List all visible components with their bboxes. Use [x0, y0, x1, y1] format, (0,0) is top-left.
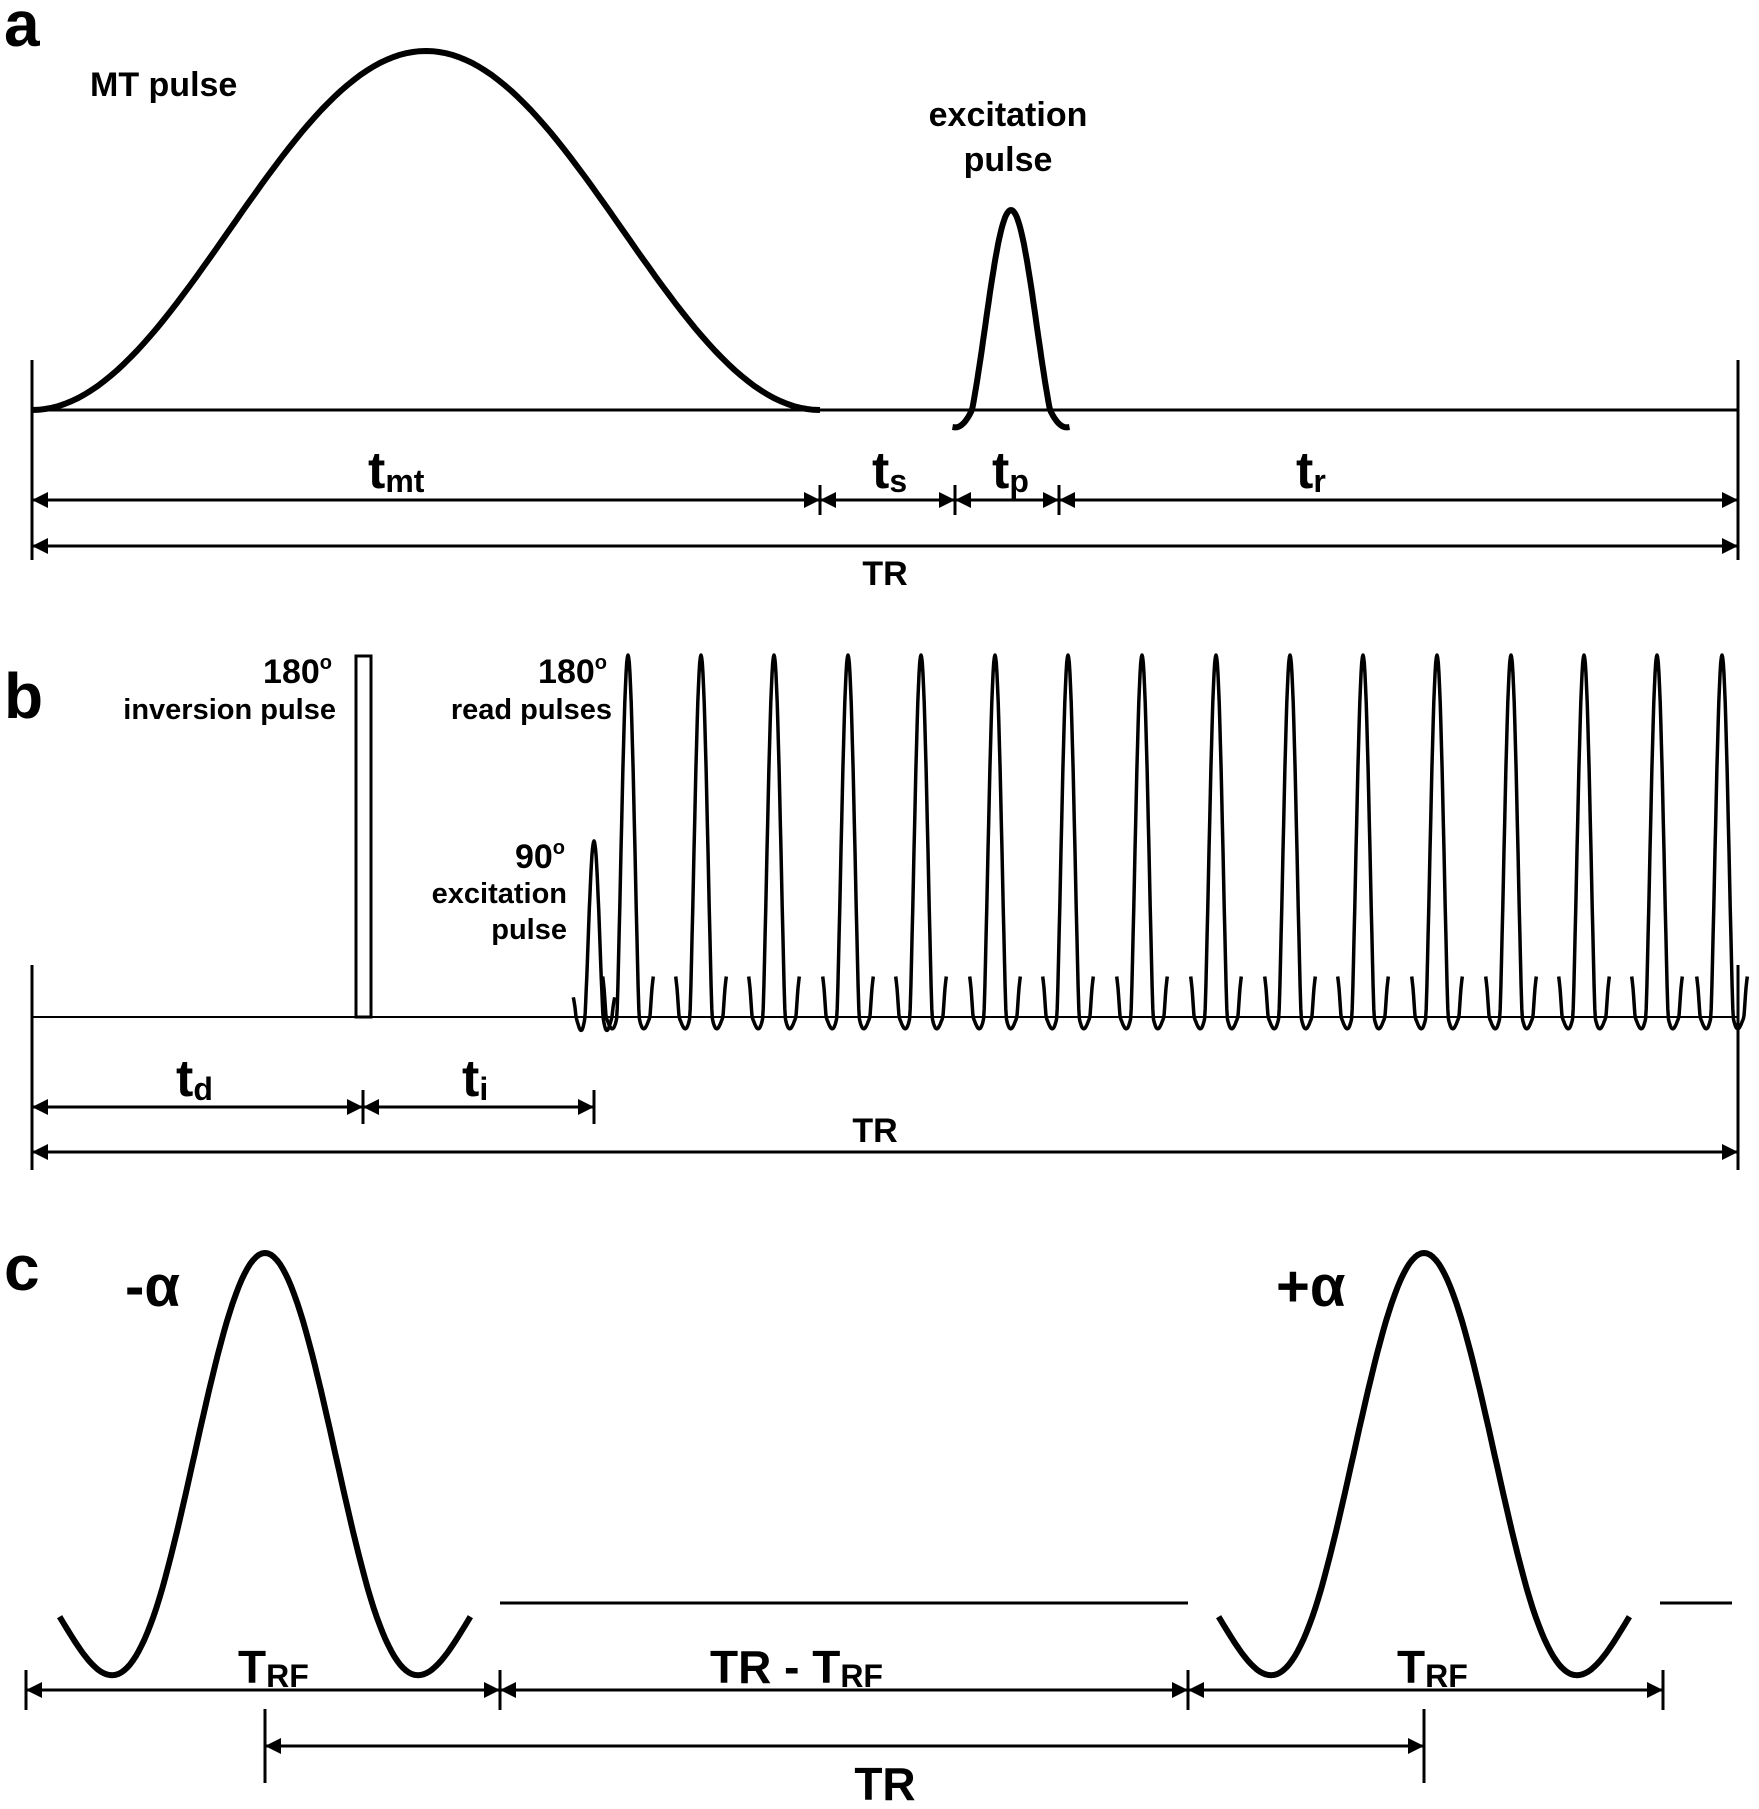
td-arrow-right-arrowhead [347, 1099, 363, 1115]
panel-c-interval-arrows [24, 1670, 1665, 1783]
panel-c-tr-arrow-left-arrowhead [265, 1738, 281, 1754]
excitation-pulse-waveform [950, 207, 1072, 431]
tr-interval-arrow-right-arrowhead [1722, 492, 1738, 508]
tmt-arrow-right-arrowhead [804, 492, 820, 508]
panel-c: c -α +α TRF TR - TRF TRF TR [4, 1232, 1732, 1809]
neg-alpha-label: -α [125, 1254, 180, 1319]
mt-pulse-waveform [31, 48, 821, 413]
read-pulse-5 [893, 653, 949, 1031]
tr-minus-trf-label: TR - TRF [710, 1641, 883, 1694]
panel-b-interval-arrows [32, 1090, 1738, 1160]
read-pulse-6 [967, 653, 1023, 1031]
read-pulse-4 [820, 653, 876, 1031]
panel-a-letter: a [4, 0, 40, 60]
pos-alpha-label: +α [1276, 1254, 1346, 1319]
read-pulse-8 [1114, 653, 1170, 1031]
ti-arrow-right-arrowhead [578, 1099, 594, 1115]
tmt-arrow-left-arrowhead [32, 492, 48, 508]
read-pulses-group [600, 653, 1750, 1031]
excitation-angle-label: 90o [515, 837, 565, 876]
read-pulse-11 [1335, 653, 1391, 1031]
trf-arrow-right-left-arrowhead [1188, 1682, 1204, 1698]
trf-label-right: TRF [1397, 1641, 1468, 1694]
inversion-angle-label: 180o [263, 652, 332, 691]
read-pulse-12 [1409, 653, 1465, 1031]
panel-a: a MT pulse excitation pulse tmt ts tp tr… [4, 0, 1740, 593]
panel-a-tr-label: TR [862, 555, 907, 593]
neg-alpha-pulse-waveform [57, 1250, 473, 1679]
panel-b-tr-arrow-right-arrowhead [1722, 1144, 1738, 1160]
interval-ti-label: ti [462, 1050, 488, 1108]
panel-b-tr-arrow-left-arrowhead [32, 1144, 48, 1160]
panel-a-interval-arrows [32, 485, 1738, 554]
interval-ts-label: ts [872, 442, 907, 500]
interval-tp-label: tp [992, 442, 1029, 500]
mt-pulse-label: MT pulse [90, 66, 237, 104]
tr-interval-arrow-left-arrowhead [1059, 492, 1075, 508]
excitation-pulse-label-line1: excitation [929, 96, 1088, 134]
read-pulse-15 [1629, 653, 1685, 1031]
panel-b-tr-label: TR [852, 1112, 897, 1150]
read-pulse-3 [746, 653, 802, 1031]
tp-arrow-right-arrowhead [1043, 492, 1059, 508]
read-pulse-7 [1040, 653, 1096, 1031]
read-pulse-2 [673, 653, 729, 1031]
ts-arrow-right-arrowhead [939, 492, 955, 508]
panel-c-letter: c [4, 1232, 40, 1304]
tr-minus-trf-arrow-left-arrowhead [500, 1682, 516, 1698]
read-pulse-9 [1188, 653, 1244, 1031]
interval-td-label: td [176, 1050, 213, 1108]
td-arrow-left-arrowhead [32, 1099, 48, 1115]
pos-alpha-pulse-waveform [1216, 1250, 1632, 1679]
trf-arrow-left-right-arrowhead [484, 1682, 500, 1698]
panel-c-tr-arrow-right-arrowhead [1408, 1738, 1424, 1754]
read-angle-label: 180o [538, 652, 607, 691]
excitation-pulse-label-line2: pulse [964, 141, 1053, 179]
trf-arrow-right-right-arrowhead [1647, 1682, 1663, 1698]
tr-minus-trf-arrow-right-arrowhead [1172, 1682, 1188, 1698]
inversion-pulse-label: inversion pulse [123, 694, 336, 726]
panel-b-letter: b [4, 660, 43, 732]
panel-b: b 180o inversion pulse 180o read pulses … [4, 652, 1750, 1170]
ti-arrow-left-arrowhead [363, 1099, 379, 1115]
trf-label-left: TRF [238, 1641, 309, 1694]
read-pulse-16 [1694, 653, 1750, 1031]
read-pulse-1 [600, 653, 656, 1031]
excitation-90-pulse-waveform [571, 839, 617, 1033]
interval-tmt-label: tmt [368, 442, 425, 500]
excitation-label-line1: excitation [432, 878, 567, 910]
read-pulse-13 [1483, 653, 1539, 1031]
tp-arrow-left-arrowhead [955, 492, 971, 508]
read-pulse-14 [1556, 653, 1612, 1031]
excitation-label-line2: pulse [491, 914, 567, 946]
panel-a-tr-arrow-right-arrowhead [1722, 538, 1738, 554]
ts-arrow-left-arrowhead [820, 492, 836, 508]
panel-c-tr-label: TR [854, 1758, 915, 1809]
interval-tr-label: tr [1296, 442, 1326, 500]
trf-arrow-left-left-arrowhead [26, 1682, 42, 1698]
panel-a-tr-arrow-left-arrowhead [32, 538, 48, 554]
read-pulse-10 [1262, 653, 1318, 1031]
read-pulses-label: read pulses [451, 694, 612, 726]
inversion-pulse-rect [354, 654, 373, 1019]
